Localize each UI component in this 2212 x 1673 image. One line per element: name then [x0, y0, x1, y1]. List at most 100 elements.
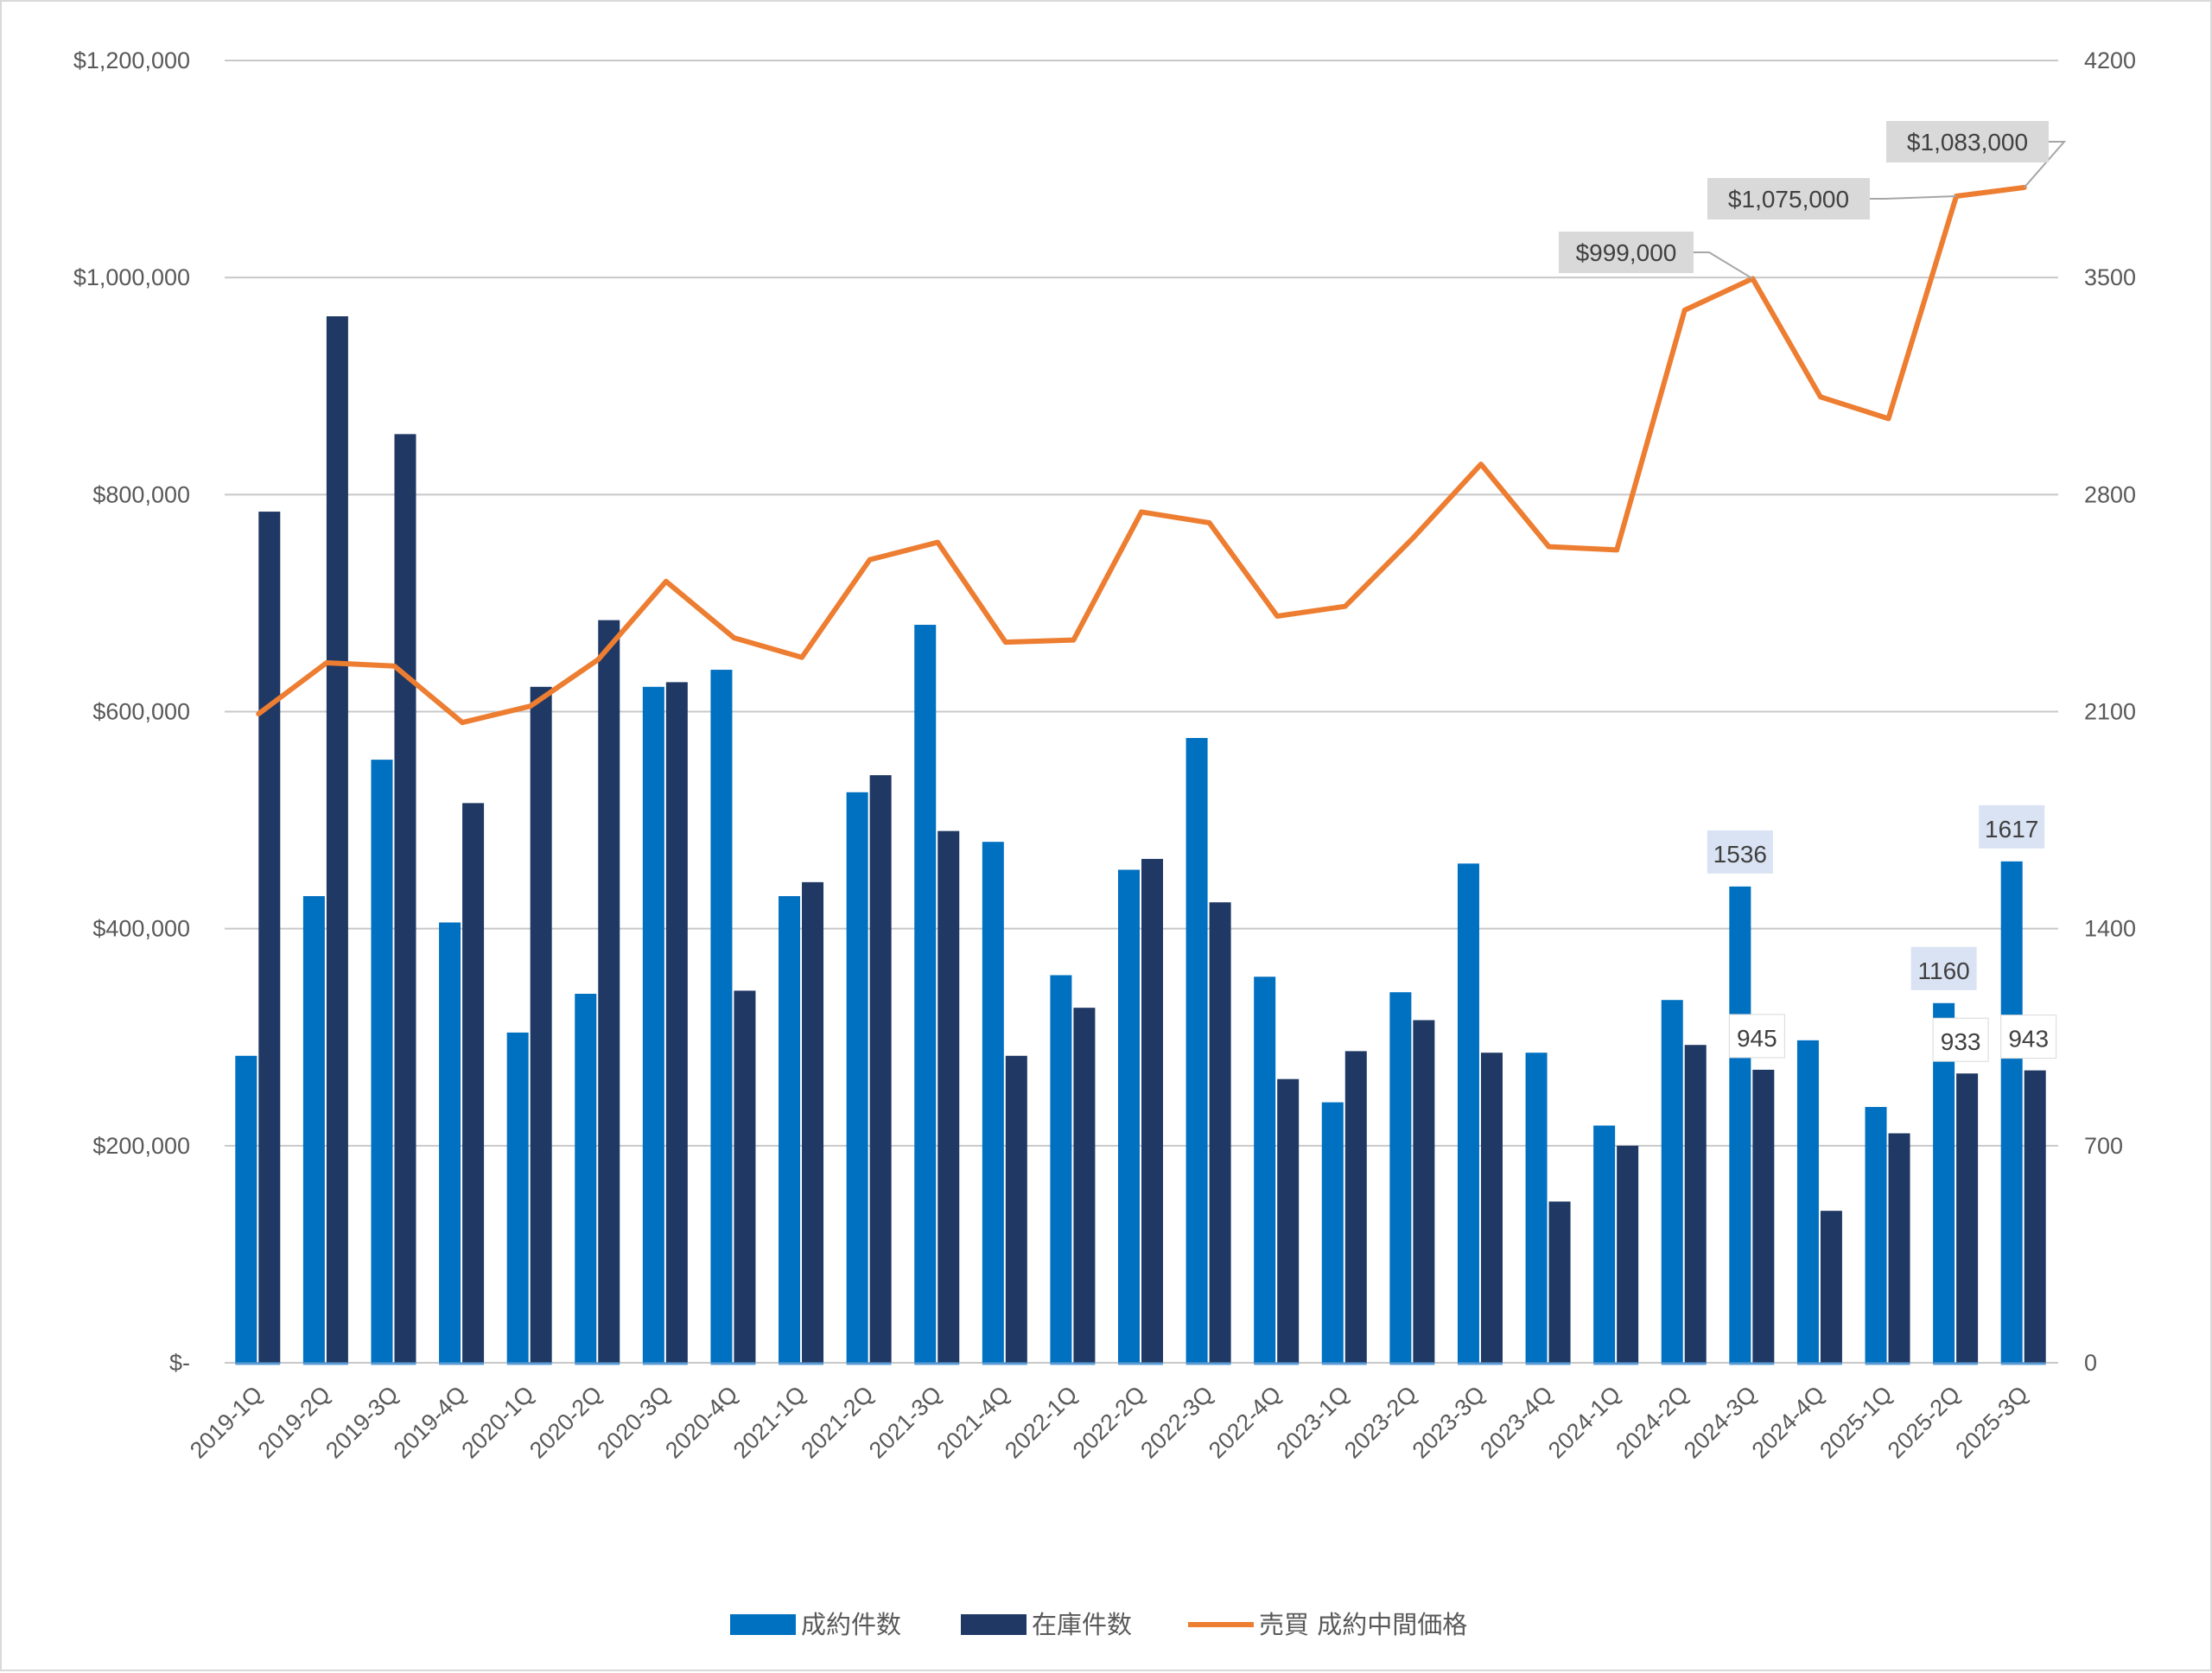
- inventory-bar: [1005, 1055, 1027, 1363]
- inventory-bar: [869, 775, 892, 1363]
- price-callout-label: $1,083,000: [1907, 129, 2028, 156]
- sales-bar: [779, 895, 801, 1363]
- left-tick-label: $600,000: [92, 699, 190, 725]
- inventory-data-label: 943: [2008, 1026, 2049, 1053]
- sales-label-box: [1707, 830, 1773, 874]
- x-tick-label: 2021-1Q: [728, 1381, 811, 1464]
- inventory-bar: [1684, 1045, 1707, 1363]
- sales-bar: [1933, 1002, 1955, 1363]
- right-tick-label: 0: [2084, 1350, 2097, 1376]
- median-price-line: [256, 184, 2027, 726]
- price-callout-label: $999,000: [1576, 239, 1677, 266]
- inventory-label-box: [1932, 1017, 1989, 1062]
- inventory-bar: [1888, 1133, 1910, 1363]
- x-tick-label: 2023-4Q: [1475, 1381, 1558, 1464]
- sales-bar: [1321, 1102, 1344, 1363]
- right-tick-label: 4200: [2084, 48, 2136, 73]
- inventory-bar: [665, 682, 688, 1363]
- x-tick-label: 2024-2Q: [1611, 1381, 1694, 1464]
- price-line: [256, 184, 2027, 726]
- inventory-bar: [1413, 1020, 1435, 1363]
- price-callout-box: [1559, 232, 1694, 273]
- sales-label-box: [1979, 805, 2045, 849]
- x-axis: 2019-1Q2019-2Q2019-3Q2019-4Q2020-1Q2020-…: [185, 1381, 2033, 1464]
- inventory-label-box: [2000, 1015, 2057, 1059]
- right-tick-label: 2100: [2084, 699, 2136, 725]
- left-tick-label: $1,000,000: [73, 264, 190, 290]
- inventory-bar: [734, 990, 756, 1363]
- x-tick-label: 2024-3Q: [1679, 1381, 1762, 1464]
- inventory-bar: [1277, 1078, 1300, 1363]
- data-labels: $999,000 $1,075,000 $1,083,000 1536 1160 1617…: [1559, 121, 2067, 1062]
- x-tick-label: 2023-3Q: [1408, 1381, 1491, 1464]
- inventory-bar: [1209, 902, 1231, 1363]
- inventory-label-box: [1728, 1014, 1785, 1059]
- inventory-bar: [598, 620, 620, 1363]
- inventory-bar: [258, 512, 281, 1363]
- sales-data-label: 1160: [1918, 957, 1970, 984]
- inventory-data-label: 933: [1941, 1028, 1981, 1055]
- sales-bar: [1593, 1125, 1616, 1363]
- x-tick-label: 2019-3Q: [321, 1381, 404, 1464]
- sales-bar: [846, 792, 868, 1363]
- x-tick-label: 2025-1Q: [1815, 1381, 1897, 1464]
- inventory-bar: [530, 686, 552, 1363]
- callout-leader: [1870, 194, 1957, 200]
- x-tick-label: 2023-1Q: [1272, 1381, 1355, 1464]
- right-tick-label: 700: [2084, 1133, 2123, 1159]
- sales-bar: [1661, 1000, 1683, 1363]
- left-tick-label: $800,000: [92, 481, 190, 507]
- sales-data-label: 1536: [1713, 841, 1767, 868]
- x-tick-label: 2024-4Q: [1747, 1381, 1830, 1464]
- x-tick-label: 2025-2Q: [1883, 1381, 1966, 1464]
- sales-bar: [1254, 976, 1276, 1363]
- legend-label: 成約件数: [801, 1610, 901, 1639]
- sales-bar: [1729, 886, 1751, 1363]
- inventory-bar: [1548, 1201, 1571, 1363]
- inventory-bar: [1344, 1051, 1367, 1363]
- x-tick-label: 2021-3Q: [864, 1381, 947, 1464]
- sales-bar: [1865, 1106, 1887, 1363]
- sales-bar: [1185, 737, 1208, 1363]
- sales-bar: [371, 760, 393, 1363]
- x-tick-label: 2022-4Q: [1204, 1381, 1287, 1464]
- sales-bar: [642, 686, 664, 1363]
- x-tick-label: 2020-3Q: [593, 1381, 676, 1464]
- inventory-bar: [1752, 1069, 1775, 1363]
- inventory-bar: [1141, 858, 1163, 1363]
- callout-leader: [2023, 141, 2067, 188]
- sales-bar: [1118, 869, 1140, 1363]
- inventory-bar: [1617, 1145, 1639, 1363]
- legend-swatch: [961, 1614, 1027, 1635]
- sales-bar: [235, 1055, 257, 1363]
- x-tick-label: 2023-2Q: [1339, 1381, 1422, 1464]
- price-callout-box: [1707, 178, 1870, 219]
- right-tick-label: 2800: [2084, 481, 2136, 507]
- legend-label: 在庫件数: [1032, 1610, 1132, 1639]
- right-tick-label: 1400: [2084, 916, 2136, 942]
- sales-bar: [1050, 975, 1072, 1363]
- legend: 成約件数 在庫件数 売買 成約中間価格: [730, 1610, 1467, 1639]
- right-y-axis: 0 700 1400 2100 2800 3500 4200: [2084, 48, 2136, 1376]
- left-tick-label: $-: [169, 1350, 190, 1376]
- x-tick-label: 2025-3Q: [1950, 1381, 2033, 1464]
- sales-bar: [1796, 1040, 1819, 1363]
- sales-bar: [302, 895, 325, 1363]
- callout-leader: [1694, 251, 1753, 280]
- right-tick-label: 3500: [2084, 264, 2136, 290]
- inventory-bar: [2024, 1070, 2046, 1363]
- legend-swatch: [730, 1614, 796, 1635]
- sales-label-box: [1910, 946, 1977, 990]
- inventory-data-label: 945: [1737, 1025, 1777, 1052]
- x-tick-label: 2019-1Q: [185, 1381, 268, 1464]
- sales-bar: [914, 625, 937, 1363]
- x-tick-label: 2019-4Q: [389, 1381, 472, 1464]
- inventory-bar: [1820, 1211, 1842, 1363]
- inventory-bar: [1480, 1053, 1503, 1363]
- inventory-bar: [802, 881, 824, 1363]
- x-tick-label: 2020-2Q: [524, 1381, 607, 1464]
- x-tick-label: 2021-4Q: [932, 1381, 1015, 1464]
- x-tick-label: 2024-1Q: [1543, 1381, 1626, 1464]
- x-tick-label: 2022-3Q: [1135, 1381, 1218, 1464]
